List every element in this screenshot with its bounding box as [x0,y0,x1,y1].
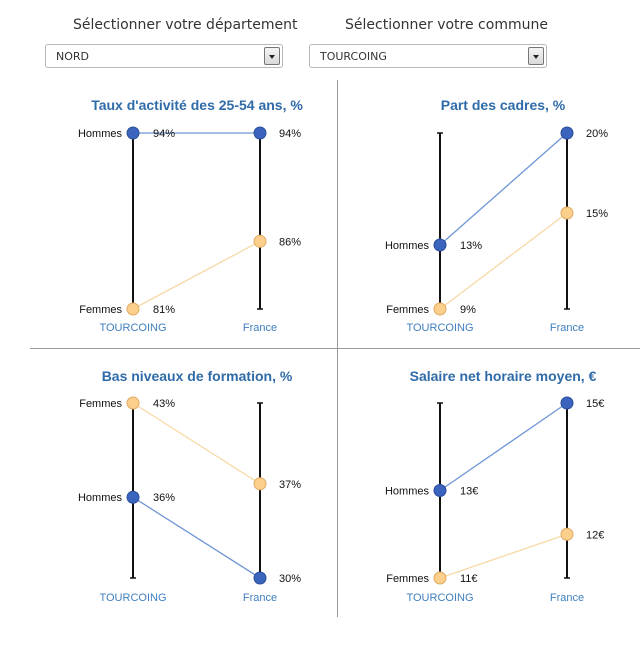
series-label: Femmes [386,573,429,585]
panel-divider-horizontal [30,348,640,349]
data-label: 30% [279,573,301,585]
series-line-femmes [439,212,568,310]
series-label: Hommes [385,486,430,498]
data-point-femmes [253,234,267,248]
departement-select-value: NORD [56,50,89,63]
series-label: Hommes [78,492,123,504]
data-point-hommes [126,490,140,504]
data-point-femmes [126,396,140,410]
series-line-hommes [439,402,568,492]
data-point-hommes [433,238,447,252]
chevron-down-icon[interactable] [528,47,544,65]
data-label: 15% [586,208,608,220]
category-label: TOURCOING [406,322,473,334]
data-point-femmes [560,206,574,220]
data-label: 86% [279,236,301,248]
category-label: TOURCOING [99,322,166,334]
data-label: 94% [279,128,301,140]
category-label: France [550,322,584,334]
data-point-femmes [253,477,267,491]
data-label: 11€ [460,573,478,585]
data-label: 36% [153,492,175,504]
series-label: Femmes [79,398,122,410]
category-label: TOURCOING [99,592,166,604]
data-point-hommes [433,484,447,497]
data-label: 15€ [586,398,604,410]
departement-label: Sélectionner votre département [73,17,298,33]
data-label: 12€ [586,529,604,541]
data-label: 9% [460,304,476,316]
chart-title: Taux d'activité des 25-54 ans, % [91,97,303,113]
data-point-femmes [433,571,447,585]
chart-title: Bas niveaux de formation, % [102,368,293,384]
departement-select[interactable]: NORD [45,44,283,68]
series-line-femmes [132,402,261,485]
category-label: France [243,592,277,604]
series-label: Femmes [386,304,429,316]
data-label: 94% [153,128,175,140]
data-point-hommes [126,126,140,140]
category-label: France [550,592,584,604]
category-label: TOURCOING [406,592,473,604]
series-line-hommes [439,132,568,246]
series-line-femmes [132,240,261,310]
data-label: 37% [279,479,301,491]
data-point-hommes [253,571,267,585]
data-label: 13% [460,240,482,252]
commune-select[interactable]: TOURCOING [309,44,547,68]
series-line-femmes [439,533,568,579]
commune-select-value: TOURCOING [320,50,387,63]
series-line-hommes [132,496,261,579]
data-point-femmes [433,302,447,316]
chevron-down-icon[interactable] [264,47,280,65]
commune-label: Sélectionner votre commune [345,17,548,33]
category-label: France [243,322,277,334]
chart-title: Salaire net horaire moyen, € [410,368,597,384]
data-point-hommes [253,126,267,140]
chart-title: Part des cadres, % [441,97,566,113]
data-label: 13€ [460,486,478,498]
series-label: Hommes [78,128,123,140]
series-label: Femmes [79,304,122,316]
data-point-femmes [560,527,574,541]
data-point-hommes [560,396,574,410]
data-label: 43% [153,398,175,410]
data-point-hommes [560,126,574,140]
data-label: 20% [586,128,608,140]
data-point-femmes [126,302,140,316]
data-label: 81% [153,304,175,316]
series-label: Hommes [385,240,430,252]
